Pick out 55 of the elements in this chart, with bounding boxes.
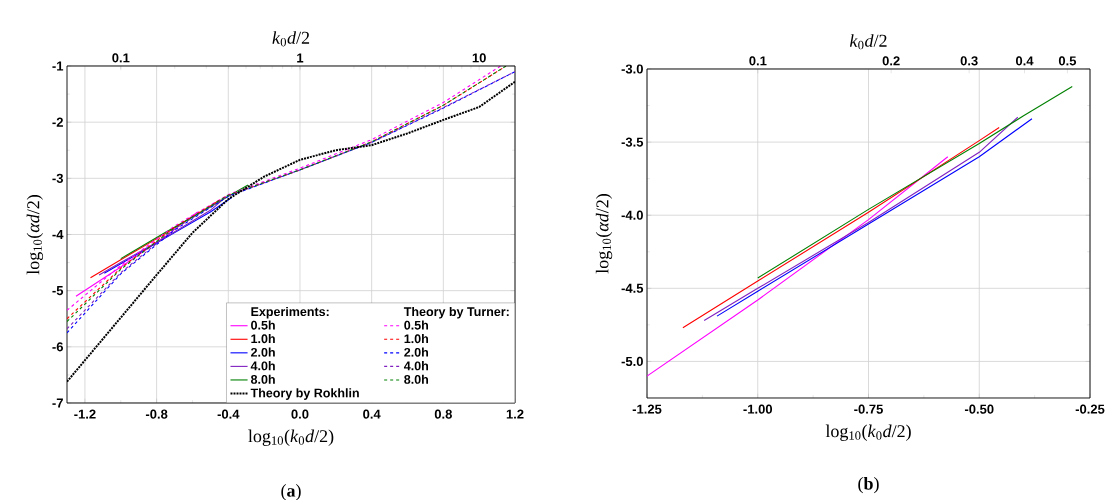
x2-tick-label: 0.1 — [112, 53, 130, 63]
legend-label: 8.0h — [250, 374, 275, 384]
legend-label: 2.0h — [404, 347, 428, 357]
x-axis-title: log$_{10}$(k$_{0}$d/2) — [825, 424, 911, 441]
x-tick-label: -0.25 — [1075, 404, 1105, 414]
legend-label: 1.0h — [404, 333, 428, 344]
x2-tick-label: 0.3 — [960, 56, 978, 66]
y-tick-label: -3.5 — [621, 137, 644, 147]
x-tick-label: -1.00 — [743, 404, 773, 414]
annotation: Theory by Turner: — [403, 306, 509, 319]
x-tick-label: -0.50 — [964, 404, 994, 414]
x-tick-label: 0.8 — [434, 409, 452, 419]
x2-tick-label: 0.5 — [1058, 56, 1077, 66]
x-tick-label: -0.75 — [854, 404, 883, 414]
x-tick-label: 0.0 — [291, 409, 309, 419]
x-tick-label: 0.4 — [363, 409, 381, 419]
legend-label: 4.0h — [403, 361, 428, 371]
y-tick-label: -4.0 — [621, 210, 643, 220]
line-series — [682, 126, 1000, 329]
legend-label: 4.0h — [250, 361, 275, 371]
x2-tick-label: 10 — [472, 53, 486, 63]
x-tick-label: -0.8 — [145, 409, 168, 419]
y-tick-label: -3.0 — [621, 64, 643, 74]
y-tick-label: -6 — [52, 342, 64, 352]
legend-label: 8.0h — [404, 374, 428, 384]
x-tick-label: -1.25 — [632, 404, 662, 414]
x2-tick-label: 1 — [297, 53, 304, 63]
x2-axis-title: k$_{0}$d/2 — [272, 31, 310, 47]
legend-label: 0.5h — [251, 320, 275, 330]
x-axis-title: log$_{10}$(k$_{0}$d/2) — [248, 429, 334, 446]
y-tick-label: -2 — [52, 117, 63, 127]
x-tick-label: -0.4 — [217, 409, 240, 419]
x2-tick-label: 0.1 — [749, 56, 767, 66]
legend-label: Theory by Rokhlin — [250, 388, 359, 400]
line-series — [120, 184, 249, 260]
text: (a) — [281, 484, 301, 500]
x-tick-label: 1.2 — [506, 409, 524, 419]
y-tick-label: -4 — [52, 230, 64, 239]
line-series — [647, 156, 949, 377]
y-tick-label: -5.0 — [621, 356, 643, 367]
y-tick-label: -4.5 — [621, 283, 644, 293]
legend-label: 1.0h — [251, 333, 275, 344]
y-tick-label: -3 — [52, 173, 64, 183]
legend-label: 0.5h — [404, 320, 428, 330]
annotation: Experiments: — [251, 306, 329, 319]
x-tick-label: -1.2 — [74, 409, 96, 419]
y-tick-label: -1 — [52, 61, 64, 71]
text: (b) — [858, 477, 879, 494]
x2-axis-title: k$_{0}$d/2 — [849, 34, 887, 50]
y-tick-label: -7 — [52, 398, 63, 408]
line-series — [757, 85, 1073, 279]
legend-label: 2.0h — [251, 347, 275, 357]
y-tick-label: -5 — [52, 286, 64, 296]
x2-tick-label: 0.4 — [1015, 56, 1034, 66]
x2-tick-label: 0.2 — [882, 56, 900, 66]
